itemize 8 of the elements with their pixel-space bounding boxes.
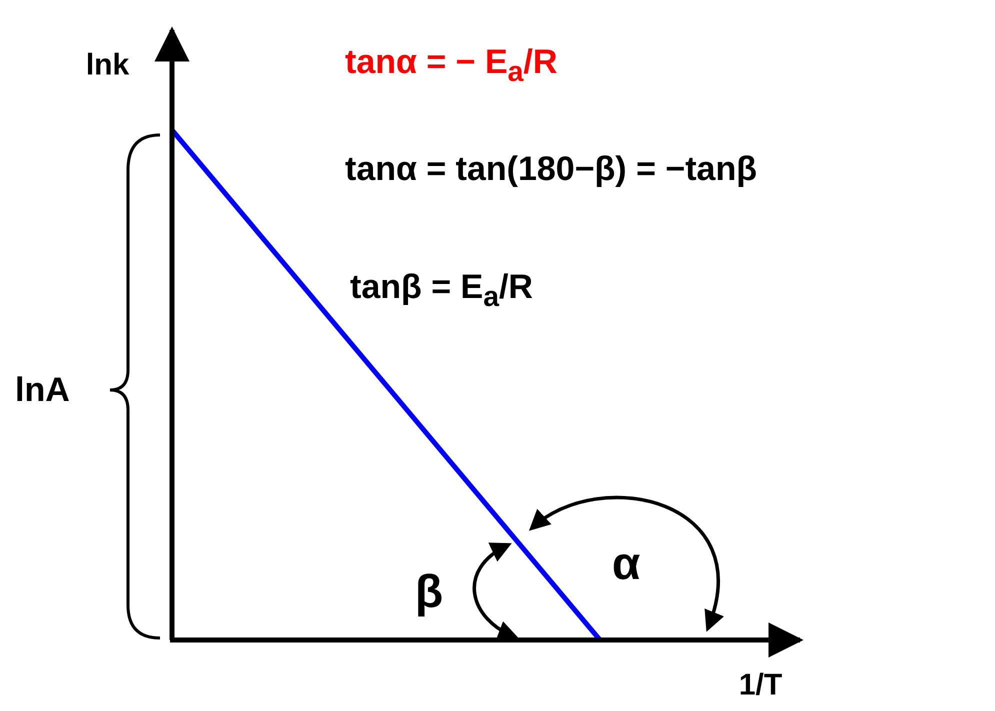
y-axis-title: lnk <box>86 48 130 82</box>
annotation: α <box>612 537 640 589</box>
text: tanα = − E$_{a}$/R <box>345 43 558 88</box>
annotation: β <box>415 565 444 617</box>
annotation: tanβ = E$_{a}$/R <box>350 268 533 313</box>
x-axis-title: 1/T <box>738 668 782 702</box>
annotation: tanα = tan(180−β) = −tanβ <box>345 150 757 188</box>
text: lnA <box>15 371 70 409</box>
